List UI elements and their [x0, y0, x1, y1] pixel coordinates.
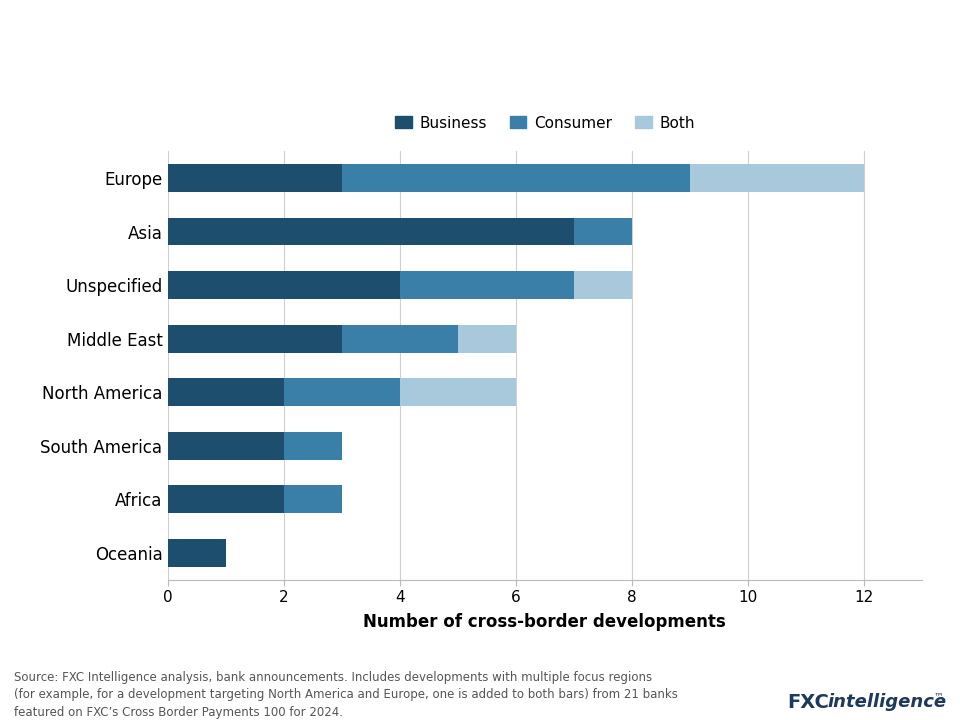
Bar: [168, 539, 226, 567]
Bar: [342, 164, 689, 192]
Bar: [284, 378, 400, 406]
Bar: [168, 485, 284, 513]
Bar: [458, 325, 516, 353]
Bar: [168, 164, 342, 192]
Bar: [284, 432, 342, 459]
Bar: [284, 485, 342, 513]
Bar: [168, 325, 342, 353]
X-axis label: Number of cross-border developments: Number of cross-border developments: [364, 613, 726, 631]
Bar: [574, 217, 632, 246]
Text: ™: ™: [933, 691, 943, 701]
Text: Europe and Asia see high cross-border activity from banks: Europe and Asia see high cross-border ac…: [14, 24, 887, 51]
Text: intelligence: intelligence: [828, 693, 947, 711]
Bar: [400, 271, 574, 299]
Bar: [168, 378, 284, 406]
Text: Source: FXC Intelligence analysis, bank announcements. Includes developments wit: Source: FXC Intelligence analysis, bank …: [14, 670, 679, 719]
Legend: Business, Consumer, Both: Business, Consumer, Both: [389, 109, 701, 137]
Bar: [168, 217, 574, 246]
Bar: [168, 432, 284, 459]
Bar: [574, 271, 632, 299]
Bar: [168, 271, 400, 299]
Text: Cross-border developments across leading banks by region/customer, H1 2024: Cross-border developments across leading…: [14, 89, 729, 107]
Text: FXC: FXC: [787, 693, 829, 711]
Bar: [689, 164, 864, 192]
Bar: [342, 325, 458, 353]
Bar: [400, 378, 516, 406]
